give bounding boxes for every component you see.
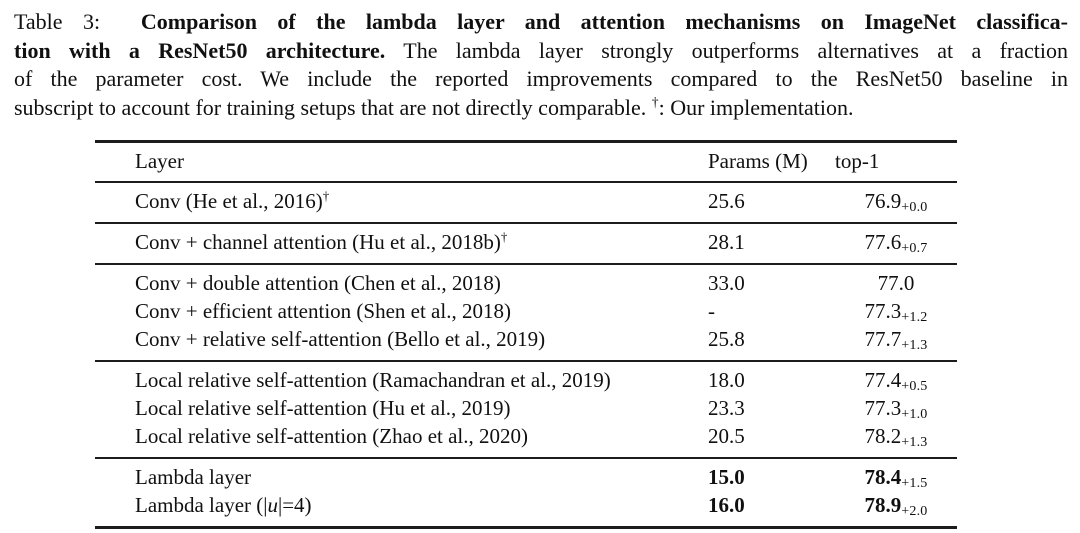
top1-subscript: +0.5: [901, 378, 928, 395]
table-row: Lambda layer (|u|=4) 16.0 78.9+2.0: [95, 492, 957, 528]
column-header-layer: Layer: [95, 141, 708, 183]
top1-cell: 77.7+1.3: [835, 326, 957, 361]
params-cell: 15.0: [708, 465, 745, 489]
layer-label: Conv + relative self-attention (Bello et…: [135, 327, 546, 351]
top1-value: 77.6: [864, 230, 902, 254]
layer-label: |=4): [277, 493, 312, 517]
layer-label: Lambda layer (|: [135, 493, 268, 517]
params-cell: 20.5: [708, 424, 745, 448]
layer-cell: Conv (He et al., 2016)†: [95, 182, 708, 223]
layer-label: u: [267, 493, 278, 517]
layer-label: Local relative self-attention (Ramachand…: [135, 368, 611, 392]
table-row: Conv (He et al., 2016)† 25.6 76.9+0.0: [95, 182, 957, 223]
table-row: Local relative self-attention (Ramachand…: [95, 361, 957, 395]
column-header-params: Params (M): [708, 141, 835, 183]
table-group: Local relative self-attention (Ramachand…: [95, 361, 957, 458]
top1-value: 78.4: [864, 465, 902, 489]
layer-label: Conv (He et al., 2016): [135, 189, 323, 213]
top1-cell: 77.0: [835, 264, 957, 298]
dagger-superscript: †: [500, 229, 508, 244]
params-cell: 16.0: [708, 493, 745, 517]
dagger-superscript: †: [651, 94, 659, 110]
caption-line: Table 3: Comparison of the lambda layer …: [14, 8, 1068, 37]
caption-text: The lambda layer strongly outperforms al…: [385, 37, 1068, 63]
caption-text: Table 3:: [14, 9, 141, 34]
top1-subscript: +1.3: [901, 337, 928, 354]
params-cell: 23.3: [708, 396, 745, 420]
caption-text: Comparison of the lambda layer and atten…: [140, 9, 1069, 34]
top1-cell: 76.9+0.0: [835, 182, 957, 223]
column-header-top1: top-1: [835, 141, 957, 183]
top1-subscript: +1.3: [901, 434, 928, 451]
layer-label: Conv + efficient attention (Shen et al.,…: [135, 299, 511, 323]
params-cell: 25.6: [708, 189, 745, 213]
layer-cell: Lambda layer (|u|=4): [95, 492, 708, 528]
layer-cell: Conv + double attention (Chen et al., 20…: [95, 264, 708, 298]
caption-line: of the parameter cost. We include the re…: [14, 65, 1068, 94]
layer-cell: Local relative self-attention (Ramachand…: [95, 361, 708, 395]
table-group: Conv + channel attention (Hu et al., 201…: [95, 223, 957, 264]
caption-line: subscript to account for training setups…: [14, 94, 1068, 123]
top1-value: 77.3: [864, 299, 902, 323]
top1-value: 76.9: [864, 189, 902, 213]
layer-label: Conv + double attention (Chen et al., 20…: [135, 271, 501, 295]
top1-value: 77.0: [877, 271, 915, 295]
top1-cell: 77.4+0.5: [835, 361, 957, 395]
top1-subscript: +0.0: [901, 199, 928, 216]
top1-value: 78.2: [864, 424, 902, 448]
params-cell: 18.0: [708, 368, 745, 392]
table-row: Conv + efficient attention (Shen et al.,…: [95, 298, 957, 326]
caption-text: of the parameter cost. We include the re…: [14, 66, 1068, 91]
layer-cell: Local relative self-attention (Zhao et a…: [95, 423, 708, 458]
caption-text: tion with a ResNet50 architecture.: [14, 37, 386, 63]
table-row: Conv + channel attention (Hu et al., 201…: [95, 223, 957, 264]
layer-cell: Conv + relative self-attention (Bello et…: [95, 326, 708, 361]
top1-value: 78.9: [864, 493, 902, 517]
layer-cell: Local relative self-attention (Hu et al.…: [95, 395, 708, 423]
table-row: Local relative self-attention (Zhao et a…: [95, 423, 957, 458]
top1-cell: 77.6+0.7: [835, 223, 957, 264]
top1-subscript: +0.7: [901, 240, 928, 257]
top1-cell: 78.2+1.3: [835, 423, 957, 458]
top1-cell: 77.3+1.0: [835, 395, 957, 423]
table-caption: Table 3: Comparison of the lambda layer …: [14, 8, 1068, 122]
layer-label: Conv + channel attention (Hu et al., 201…: [135, 230, 501, 254]
table-group: Lambda layer 15.0 78.4+1.5 Lambda layer (|u…: [95, 458, 957, 528]
layer-cell: Conv + channel attention (Hu et al., 201…: [95, 223, 708, 264]
table-row: Conv + double attention (Chen et al., 20…: [95, 264, 957, 298]
table-header: Layer Params (M) top-1: [95, 141, 957, 183]
top1-cell: 77.3+1.2: [835, 298, 957, 326]
table-row: Lambda layer 15.0 78.4+1.5: [95, 458, 957, 492]
header-row: Layer Params (M) top-1: [95, 141, 957, 183]
params-cell: 33.0: [708, 271, 745, 295]
caption-text: : Our implementation.: [658, 94, 854, 120]
params-cell: 25.8: [708, 327, 745, 351]
layer-label: Local relative self-attention (Hu et al.…: [135, 396, 511, 420]
top1-value: 77.7: [864, 327, 902, 351]
top1-value: 77.4: [864, 368, 902, 392]
top1-value: 77.3: [864, 396, 902, 420]
top1-subscript: +2.0: [901, 503, 928, 520]
table-row: Local relative self-attention (Hu et al.…: [95, 395, 957, 423]
layer-cell: Conv + efficient attention (Shen et al.,…: [95, 298, 708, 326]
results-table: Layer Params (M) top-1 Conv (He et al., …: [95, 140, 957, 529]
top1-subscript: +1.0: [901, 406, 928, 423]
table-row: Conv + relative self-attention (Bello et…: [95, 326, 957, 361]
dagger-superscript: †: [322, 188, 330, 203]
caption-text: subscript to account for training setups…: [14, 94, 652, 120]
layer-label: Local relative self-attention (Zhao et a…: [135, 424, 529, 448]
table-group: Conv + double attention (Chen et al., 20…: [95, 264, 957, 361]
top1-subscript: +1.2: [901, 309, 928, 326]
top1-cell: 78.9+2.0: [835, 492, 957, 528]
layer-cell: Lambda layer: [95, 458, 708, 492]
params-cell: -: [708, 299, 715, 323]
caption-line: tion with a ResNet50 architecture. The l…: [14, 37, 1068, 66]
table-group: Conv (He et al., 2016)† 25.6 76.9+0.0: [95, 182, 957, 223]
params-cell: 28.1: [708, 230, 745, 254]
top1-subscript: +1.5: [901, 475, 928, 492]
top1-cell: 78.4+1.5: [835, 458, 957, 492]
layer-label: Lambda layer: [135, 465, 252, 489]
